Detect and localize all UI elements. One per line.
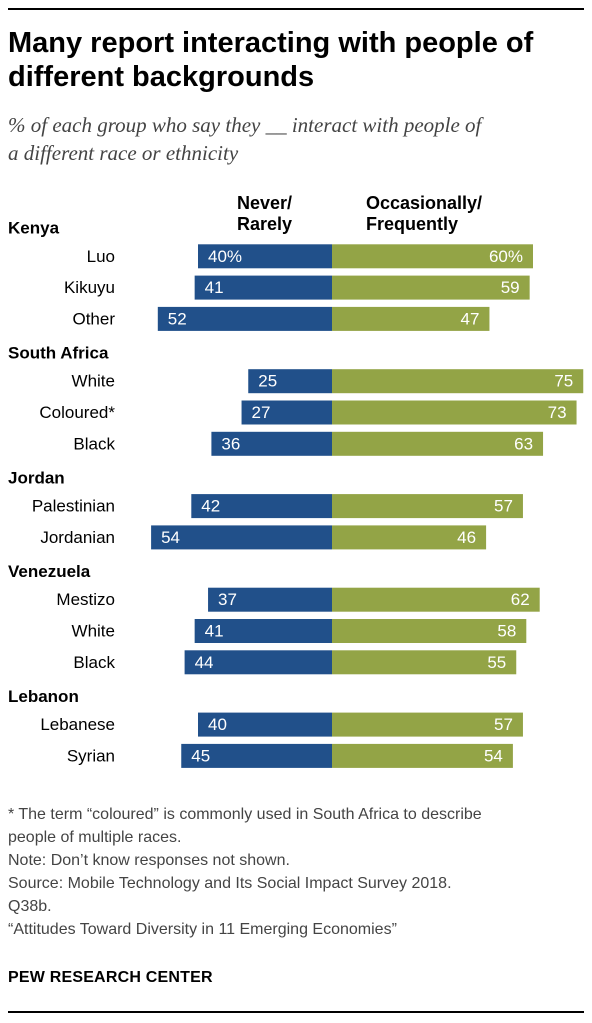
footnote-line1: * The term “coloured” is commonly used i… bbox=[8, 806, 482, 823]
value-never-south-africa-white: 25 bbox=[258, 372, 277, 391]
bar-occasionally-venezuela-mestizo bbox=[332, 587, 540, 612]
value-never-south-africa-coloured-: 27 bbox=[252, 403, 271, 422]
group-label-venezuela: Venezuela bbox=[8, 562, 91, 581]
bar-occasionally-jordan-jordanian bbox=[332, 525, 487, 550]
value-never-venezuela-white: 41 bbox=[205, 622, 224, 641]
footnote-line2: people of multiple races. bbox=[8, 829, 182, 846]
chart-title: Many report interacting with people of d… bbox=[8, 26, 584, 94]
bar-never-kenya-luo bbox=[198, 244, 332, 269]
group-label-lebanon: Lebanon bbox=[8, 687, 79, 706]
value-never-venezuela-mestizo: 37 bbox=[218, 590, 237, 609]
chart-subtitle-line1: % of each group who say they __ interact… bbox=[8, 113, 482, 137]
chart-subtitle: % of each group who say they __ interact… bbox=[8, 111, 584, 167]
group-label-jordan: Jordan bbox=[8, 468, 65, 487]
row-label-south-africa-coloured-: Coloured* bbox=[39, 403, 115, 422]
bar-occasionally-jordan-palestinian bbox=[332, 494, 523, 519]
row-label-kenya-luo: Luo bbox=[87, 247, 115, 266]
row-label-south-africa-black: Black bbox=[73, 434, 115, 453]
value-occasionally-kenya-kikuyu: 59 bbox=[501, 278, 520, 297]
value-occasionally-venezuela-black: 55 bbox=[487, 653, 506, 672]
note-text: Note: Don’t know responses not shown. bbox=[8, 852, 290, 869]
source-line2: Q38b. bbox=[8, 898, 52, 915]
bottom-rule bbox=[8, 1011, 584, 1013]
bar-never-venezuela-black bbox=[184, 650, 332, 675]
bar-never-venezuela-white bbox=[194, 619, 332, 643]
bar-never-venezuela-mestizo bbox=[208, 587, 332, 612]
bar-occasionally-kenya-luo bbox=[332, 244, 533, 269]
value-occasionally-lebanon-lebanese: 57 bbox=[494, 715, 513, 734]
value-never-jordan-jordanian: 54 bbox=[161, 528, 180, 547]
group-label-south-africa: South Africa bbox=[8, 343, 109, 362]
bar-never-south-africa-white bbox=[248, 369, 332, 394]
bar-occasionally-south-africa-coloured- bbox=[332, 400, 577, 425]
bar-occasionally-venezuela-black bbox=[332, 650, 517, 675]
row-label-jordan-palestinian: Palestinian bbox=[32, 497, 115, 516]
value-never-kenya-luo: 40% bbox=[208, 247, 242, 266]
bar-occasionally-south-africa-black bbox=[332, 431, 544, 456]
value-never-lebanon-syrian: 45 bbox=[191, 746, 210, 765]
row-label-jordan-jordanian: Jordanian bbox=[40, 528, 115, 547]
bar-occasionally-venezuela-white bbox=[332, 619, 527, 643]
row-label-kenya-other: Other bbox=[72, 309, 115, 328]
value-occasionally-lebanon-syrian: 54 bbox=[484, 746, 503, 765]
bar-occasionally-kenya-kikuyu bbox=[332, 275, 530, 300]
never-column-header: Never/ Rarely bbox=[237, 193, 292, 235]
source-line1: Source: Mobile Technology and Its Social… bbox=[8, 875, 452, 892]
value-never-venezuela-black: 44 bbox=[195, 653, 214, 672]
row-label-lebanon-syrian: Syrian bbox=[67, 746, 115, 765]
occasionally-header-line1: Occasionally/ bbox=[366, 193, 483, 213]
bar-never-lebanon-lebanese bbox=[198, 712, 332, 737]
row-label-lebanon-lebanese: Lebanese bbox=[40, 715, 115, 734]
chart-notes: * The term “coloured” is commonly used i… bbox=[8, 803, 588, 941]
value-never-south-africa-black: 36 bbox=[221, 434, 240, 453]
bar-occasionally-kenya-other bbox=[332, 306, 490, 331]
value-never-jordan-palestinian: 42 bbox=[201, 497, 220, 516]
value-occasionally-south-africa-white: 75 bbox=[554, 372, 573, 391]
brand-logo-text: PEW RESEARCH CENTER bbox=[8, 969, 213, 986]
row-label-kenya-kikuyu: Kikuyu bbox=[64, 278, 115, 297]
value-occasionally-jordan-palestinian: 57 bbox=[494, 497, 513, 516]
bar-never-kenya-other bbox=[157, 306, 332, 331]
value-never-kenya-kikuyu: 41 bbox=[205, 278, 224, 297]
value-occasionally-kenya-other: 47 bbox=[461, 309, 480, 328]
row-label-venezuela-mestizo: Mestizo bbox=[56, 590, 115, 609]
value-never-lebanon-lebanese: 40 bbox=[208, 715, 227, 734]
diverging-bar-chart: Kenya Luo 40% 60% Kikuyu 41 59 Other 52 47 South A… bbox=[8, 219, 584, 768]
bar-occasionally-south-africa-white bbox=[332, 369, 584, 394]
bar-never-lebanon-syrian bbox=[181, 743, 332, 768]
row-label-venezuela-black: Black bbox=[73, 653, 115, 672]
value-occasionally-venezuela-mestizo: 62 bbox=[511, 590, 530, 609]
group-label-kenya: Kenya bbox=[8, 219, 60, 238]
row-label-south-africa-white: White bbox=[72, 372, 115, 391]
bar-never-south-africa-black bbox=[211, 431, 332, 456]
bar-never-jordan-jordanian bbox=[151, 525, 332, 550]
occasionally-header-line2: Frequently bbox=[366, 214, 459, 234]
bar-never-south-africa-coloured- bbox=[241, 400, 332, 425]
chart-subtitle-line2: a different race or ethnicity bbox=[8, 141, 239, 165]
value-occasionally-kenya-luo: 60% bbox=[489, 247, 523, 266]
occasionally-column-header: Occasionally/ Frequently bbox=[366, 193, 482, 235]
chart-title-line1: Many report interacting with people of bbox=[8, 27, 534, 59]
bar-never-jordan-palestinian bbox=[191, 494, 332, 519]
bar-occasionally-lebanon-syrian bbox=[332, 743, 513, 768]
row-label-venezuela-white: White bbox=[72, 622, 115, 641]
value-occasionally-venezuela-white: 58 bbox=[497, 622, 516, 641]
value-occasionally-south-africa-coloured-: 73 bbox=[548, 403, 567, 422]
never-header-line2: Rarely bbox=[237, 214, 293, 234]
bar-occasionally-lebanon-lebanese bbox=[332, 712, 523, 737]
never-header-line1: Never/ bbox=[237, 193, 293, 213]
chart-title-line2: different backgrounds bbox=[8, 61, 315, 93]
top-rule bbox=[8, 8, 584, 10]
value-occasionally-south-africa-black: 63 bbox=[514, 434, 533, 453]
value-never-kenya-other: 52 bbox=[168, 309, 187, 328]
report-title: “Attitudes Toward Diversity in 11 Emergi… bbox=[8, 921, 397, 938]
bar-never-kenya-kikuyu bbox=[194, 275, 332, 300]
value-occasionally-jordan-jordanian: 46 bbox=[457, 528, 476, 547]
